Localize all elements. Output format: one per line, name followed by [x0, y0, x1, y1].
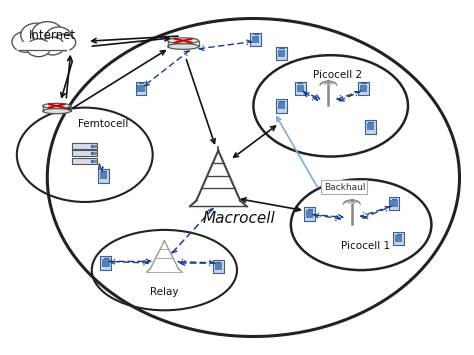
Ellipse shape: [43, 103, 71, 109]
Bar: [72, 143, 97, 149]
Text: Internet: Internet: [28, 29, 76, 42]
Bar: [306, 211, 313, 218]
Bar: [98, 169, 109, 182]
Bar: [390, 200, 398, 207]
Bar: [304, 207, 315, 221]
Circle shape: [32, 22, 63, 44]
Bar: [389, 197, 399, 211]
Bar: [215, 263, 222, 270]
Text: Relay: Relay: [150, 286, 179, 296]
Bar: [276, 47, 287, 60]
Bar: [393, 232, 404, 245]
Text: Macrocell: Macrocell: [203, 211, 276, 226]
Bar: [17, 43, 68, 50]
Text: Backhaul: Backhaul: [324, 183, 365, 192]
Bar: [395, 235, 402, 242]
Bar: [360, 84, 367, 92]
Text: Picocell 1: Picocell 1: [341, 241, 391, 251]
Bar: [278, 50, 285, 57]
Ellipse shape: [168, 38, 199, 44]
Bar: [100, 172, 107, 179]
Text: Picocell 2: Picocell 2: [313, 70, 362, 80]
Bar: [137, 84, 145, 92]
Bar: [295, 82, 306, 95]
Circle shape: [21, 23, 53, 47]
Circle shape: [27, 39, 51, 57]
Text: Femtocell: Femtocell: [78, 119, 128, 129]
Circle shape: [41, 37, 64, 55]
Circle shape: [46, 27, 71, 46]
Bar: [136, 82, 146, 95]
Bar: [250, 33, 261, 46]
Bar: [100, 256, 111, 270]
Circle shape: [54, 34, 76, 51]
Bar: [102, 259, 109, 267]
Bar: [297, 84, 304, 92]
Bar: [72, 151, 97, 156]
Bar: [252, 36, 259, 43]
Bar: [367, 123, 374, 130]
Bar: [365, 120, 376, 133]
Ellipse shape: [43, 109, 71, 114]
Bar: [213, 260, 224, 273]
Bar: [72, 158, 97, 164]
Ellipse shape: [168, 44, 199, 49]
Circle shape: [12, 32, 40, 52]
Bar: [358, 82, 369, 95]
Bar: [278, 102, 285, 109]
Bar: [276, 99, 287, 113]
